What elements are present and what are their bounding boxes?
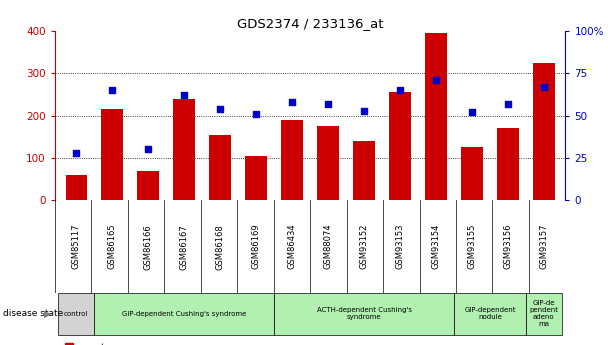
Bar <box>461 147 483 200</box>
Bar <box>533 63 554 200</box>
Bar <box>246 156 267 200</box>
Text: GSM88074: GSM88074 <box>323 224 333 269</box>
Bar <box>526 293 562 335</box>
Text: GSM85117: GSM85117 <box>72 224 81 269</box>
Text: GSM93152: GSM93152 <box>359 224 368 269</box>
Bar <box>497 128 519 200</box>
Text: GSM93157: GSM93157 <box>539 224 548 269</box>
Point <box>179 92 189 98</box>
Text: GSM93153: GSM93153 <box>395 224 404 269</box>
Bar <box>353 141 375 200</box>
Point <box>467 109 477 115</box>
Bar <box>94 293 274 335</box>
Point <box>251 111 261 117</box>
Text: GIP-dependent Cushing's syndrome: GIP-dependent Cushing's syndrome <box>122 311 246 317</box>
Text: ACTH-dependent Cushing's
syndrome: ACTH-dependent Cushing's syndrome <box>317 307 412 321</box>
Legend: count, percentile rank within the sample: count, percentile rank within the sample <box>65 343 233 345</box>
Bar <box>209 135 231 200</box>
Text: GSM93156: GSM93156 <box>503 224 513 269</box>
Point <box>431 77 441 83</box>
Text: GSM86167: GSM86167 <box>180 224 188 269</box>
Bar <box>102 109 123 200</box>
Point <box>539 84 549 90</box>
Bar <box>282 120 303 200</box>
Text: GSM86166: GSM86166 <box>143 224 153 269</box>
Point <box>359 108 369 113</box>
Point <box>215 106 225 111</box>
Title: GDS2374 / 233136_at: GDS2374 / 233136_at <box>237 17 383 30</box>
Text: GSM93155: GSM93155 <box>468 224 477 269</box>
Text: control: control <box>64 311 89 317</box>
Bar <box>389 92 411 200</box>
Bar <box>317 126 339 200</box>
Point <box>287 99 297 105</box>
Text: GSM86169: GSM86169 <box>252 224 261 269</box>
Point <box>143 147 153 152</box>
Text: GIP-dependent
nodule: GIP-dependent nodule <box>464 307 516 321</box>
Bar <box>137 171 159 200</box>
Point <box>108 87 117 93</box>
Text: disease state: disease state <box>3 309 63 318</box>
Text: GIP-de
pendent
adeno
ma: GIP-de pendent adeno ma <box>530 300 558 327</box>
Text: GSM93154: GSM93154 <box>432 224 440 269</box>
Point <box>323 101 333 107</box>
Point <box>71 150 81 156</box>
Point <box>395 87 405 93</box>
Bar <box>454 293 526 335</box>
Bar <box>425 33 447 200</box>
Bar <box>66 175 87 200</box>
Point <box>503 101 513 107</box>
Text: ▶: ▶ <box>44 309 52 319</box>
Bar <box>58 293 94 335</box>
Bar <box>274 293 454 335</box>
Bar <box>173 99 195 200</box>
Text: GSM86434: GSM86434 <box>288 224 297 269</box>
Text: GSM86168: GSM86168 <box>216 224 225 269</box>
Text: GSM86165: GSM86165 <box>108 224 117 269</box>
